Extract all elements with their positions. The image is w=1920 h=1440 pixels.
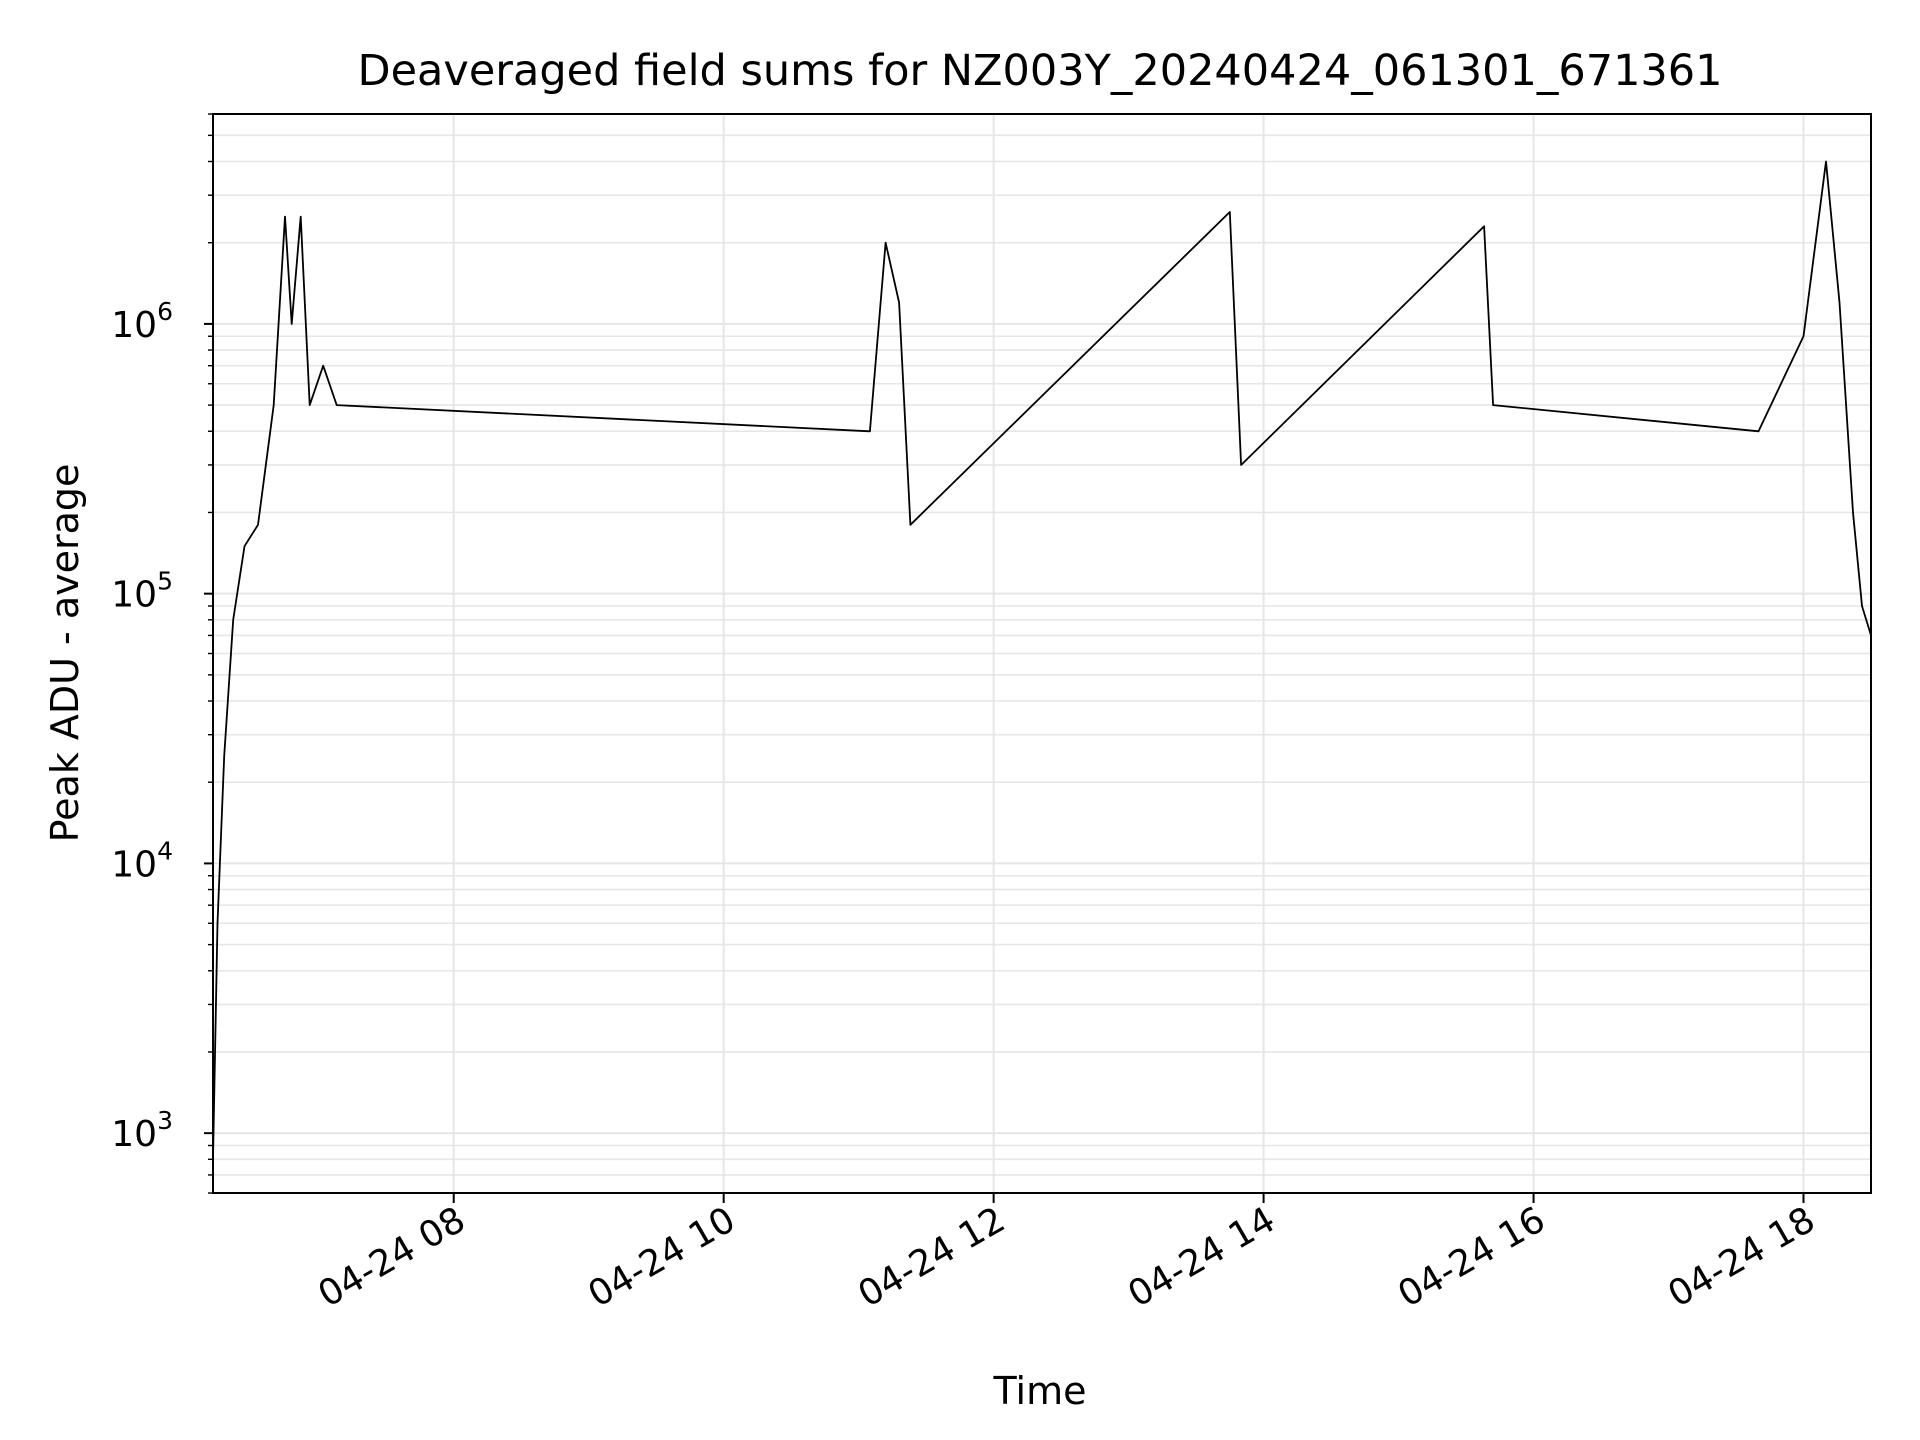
series-layer (212, 160, 1872, 1160)
data-line (212, 160, 1872, 1160)
y-tick-label: 104 (111, 836, 173, 885)
x-axis-label: Time (993, 1369, 1087, 1413)
y-tick-label: 103 (111, 1106, 173, 1155)
y-tick-label: 106 (111, 297, 173, 346)
y-axis-label: Peak ADU - average (43, 464, 87, 843)
chart-title: Deaveraged field sums for NZ003Y_2024042… (357, 46, 1722, 96)
grid (213, 113, 1871, 1194)
y-axis: 103 104 105 106 (111, 113, 213, 1194)
y-tick-label: 105 (111, 567, 173, 616)
